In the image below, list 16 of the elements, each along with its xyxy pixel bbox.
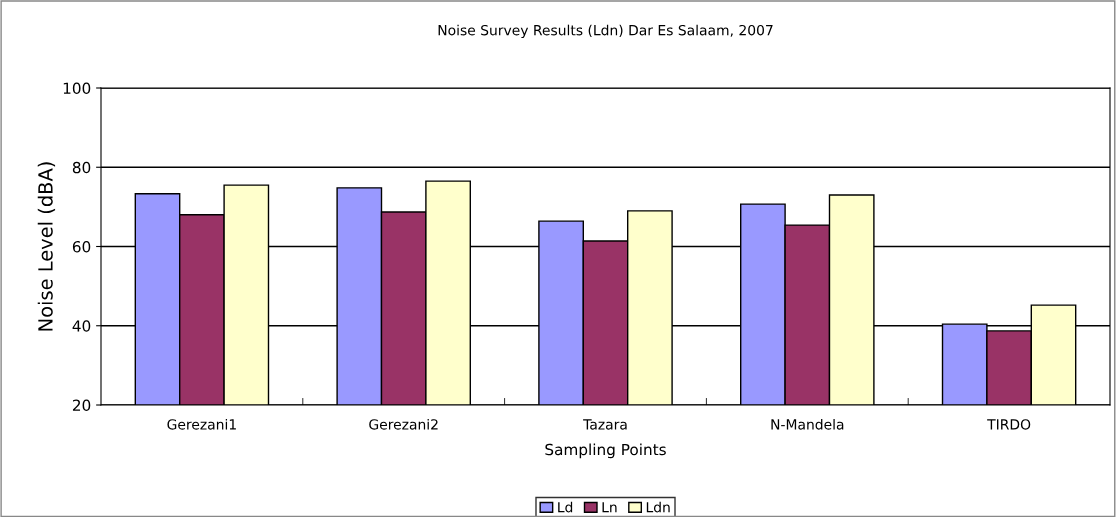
legend-label: Ln xyxy=(602,502,617,513)
chart-title: Noise Survey Results (Ldn) Dar Es Salaam, 2007 xyxy=(438,24,773,39)
y-tick-label: 100 xyxy=(63,82,91,95)
x-tick-label: N-Mandela xyxy=(771,418,844,430)
legend-label: Ld xyxy=(558,501,573,513)
x-tick-label: TIRDO xyxy=(987,419,1031,430)
y-tick-label: 40 xyxy=(72,320,91,332)
x-axis-title: Sampling Points xyxy=(545,443,666,459)
y-axis-title: Noise Level (dBA) xyxy=(37,162,56,331)
x-tick-label: Gerezani2 xyxy=(369,418,438,430)
legend-label: Ldn xyxy=(646,501,670,513)
y-tick-label: 60 xyxy=(72,240,91,253)
x-tick-label: Gerezani1 xyxy=(167,418,236,430)
x-tick-label: Tazara xyxy=(583,419,627,430)
y-tick-label: 80 xyxy=(72,161,91,174)
y-tick-label: 20 xyxy=(72,399,91,412)
